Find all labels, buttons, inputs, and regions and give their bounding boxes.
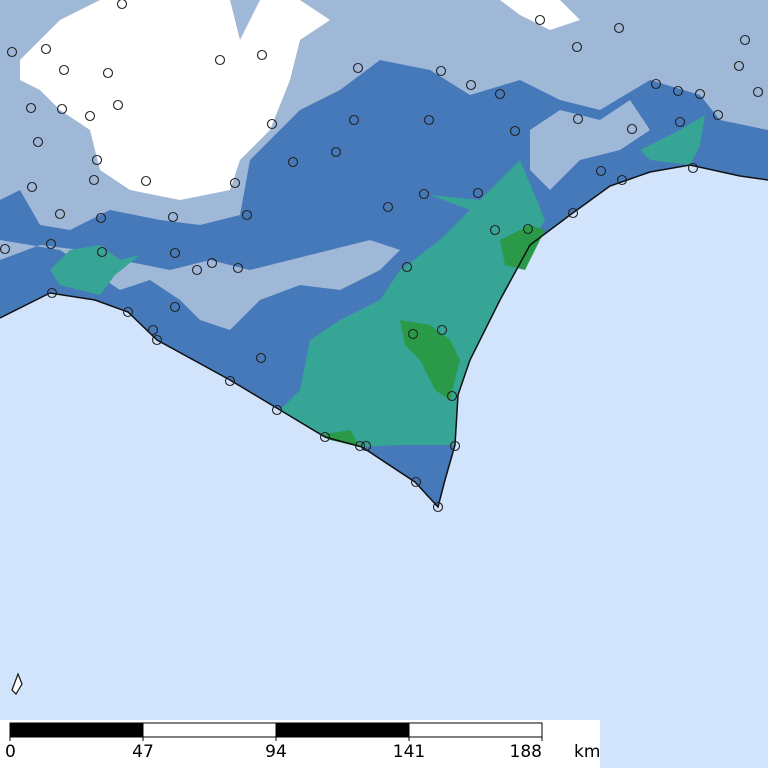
station-marker	[407, 328, 419, 340]
station-marker	[572, 113, 584, 125]
coastline	[0, 164, 768, 509]
station-marker	[330, 146, 342, 158]
station-marker	[214, 54, 226, 66]
station-marker	[140, 175, 152, 187]
station-marker	[45, 238, 57, 250]
station-marker	[352, 62, 364, 74]
stations	[0, 0, 764, 513]
scale-segment	[142, 722, 277, 738]
station-marker	[534, 14, 546, 26]
island	[11, 672, 23, 695]
station-marker	[46, 287, 58, 299]
station-marker	[616, 174, 628, 186]
station-marker	[509, 125, 521, 137]
station-marker	[446, 390, 458, 402]
station-marker	[40, 43, 52, 55]
scale-label: 47	[132, 742, 154, 762]
station-marker	[84, 110, 96, 122]
scale-unit: km	[574, 742, 600, 762]
scale-bar: 0 47 94 141 188 km	[5, 722, 600, 762]
scale-segment	[408, 722, 543, 738]
station-marker	[32, 136, 44, 148]
station-marker	[116, 0, 128, 10]
station-marker	[672, 85, 684, 97]
station-marker	[494, 88, 506, 100]
scale-label: 188	[510, 742, 542, 762]
station-marker	[435, 65, 447, 77]
station-marker	[151, 334, 163, 346]
station-marker	[752, 86, 764, 98]
station-marker	[694, 88, 706, 100]
station-marker	[712, 109, 724, 121]
station-marker	[169, 301, 181, 313]
scale-segment	[275, 722, 410, 738]
station-marker	[232, 262, 244, 274]
scale-label: 141	[393, 742, 425, 762]
station-marker	[0, 243, 11, 255]
station-marker	[410, 476, 422, 488]
station-marker	[6, 46, 18, 58]
scale-label: 94	[265, 742, 287, 762]
station-marker	[522, 223, 534, 235]
station-marker	[287, 156, 299, 168]
station-marker	[739, 34, 751, 46]
station-marker	[266, 118, 278, 130]
wetland	[320, 225, 545, 447]
lowland	[50, 245, 140, 295]
station-marker	[436, 324, 448, 336]
station-marker	[382, 201, 394, 213]
station-marker	[567, 207, 579, 219]
station-marker	[96, 246, 108, 258]
station-marker	[472, 187, 484, 199]
station-marker	[91, 154, 103, 166]
station-marker	[112, 99, 124, 111]
station-marker	[571, 41, 583, 53]
station-marker	[489, 224, 501, 236]
station-marker	[206, 257, 218, 269]
scale-segment	[9, 722, 144, 738]
station-marker	[613, 22, 625, 34]
station-marker	[348, 114, 360, 126]
station-marker	[418, 188, 430, 200]
station-marker	[25, 102, 37, 114]
station-marker	[191, 264, 203, 276]
station-marker	[56, 103, 68, 115]
station-marker	[687, 162, 699, 174]
station-marker	[360, 440, 372, 452]
station-marker	[401, 261, 413, 273]
station-marker	[147, 324, 159, 336]
scale-label: 0	[5, 742, 16, 762]
lowland	[280, 160, 545, 447]
station-marker	[423, 114, 435, 126]
station-marker	[229, 177, 241, 189]
station-marker	[88, 174, 100, 186]
upland	[530, 100, 650, 190]
station-marker	[224, 375, 236, 387]
station-marker	[449, 440, 461, 452]
station-marker	[626, 123, 638, 135]
station-marker	[169, 247, 181, 259]
station-marker	[595, 165, 607, 177]
station-marker	[674, 116, 686, 128]
station-marker	[465, 79, 477, 91]
station-marker	[733, 60, 745, 72]
station-marker	[95, 212, 107, 224]
station-marker	[54, 208, 66, 220]
station-marker	[241, 209, 253, 221]
station-marker	[354, 440, 366, 452]
station-marker	[26, 181, 38, 193]
station-marker	[122, 306, 134, 318]
highland	[20, 0, 330, 200]
station-marker	[271, 404, 283, 416]
station-marker	[58, 64, 70, 76]
station-marker	[432, 501, 444, 513]
station-marker	[650, 78, 662, 90]
station-marker	[167, 211, 179, 223]
station-marker	[319, 431, 331, 443]
station-marker	[255, 352, 267, 364]
station-marker	[102, 67, 114, 79]
station-marker	[256, 49, 268, 61]
lowland	[640, 115, 705, 165]
